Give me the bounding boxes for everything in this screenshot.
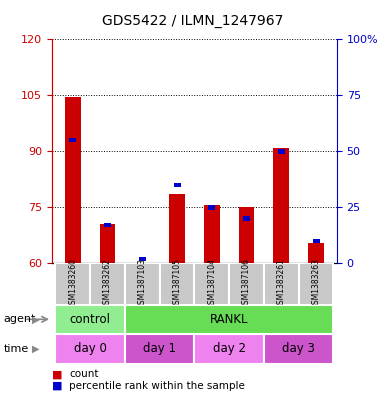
Bar	[194, 263, 229, 305]
Text: GSM1387106: GSM1387106	[242, 259, 251, 309]
Bar	[174, 183, 181, 187]
Bar	[125, 305, 333, 334]
Bar	[139, 257, 146, 261]
Text: RANKL: RANKL	[210, 313, 248, 326]
Bar	[125, 334, 194, 364]
Text: ▶: ▶	[32, 314, 39, 324]
Bar	[308, 243, 324, 263]
Bar	[264, 263, 299, 305]
Text: ■: ■	[52, 369, 62, 379]
Text: GSM1383260: GSM1383260	[68, 259, 77, 309]
Bar	[313, 239, 320, 243]
Text: GSM1383262: GSM1383262	[103, 259, 112, 309]
Bar	[169, 194, 185, 263]
Bar	[125, 263, 160, 305]
Bar	[273, 147, 289, 263]
Bar	[104, 223, 111, 228]
Bar	[55, 305, 125, 334]
Bar	[194, 334, 264, 364]
Bar	[160, 263, 194, 305]
Text: day 2: day 2	[213, 342, 246, 355]
Text: agent: agent	[4, 314, 36, 324]
Bar	[278, 149, 285, 154]
Bar	[299, 263, 333, 305]
Text: GSM1387104: GSM1387104	[207, 259, 216, 309]
Bar	[55, 263, 90, 305]
Text: time: time	[4, 344, 29, 354]
Bar	[264, 334, 333, 364]
Bar	[65, 97, 80, 263]
Text: ▶: ▶	[32, 344, 39, 354]
Text: count: count	[69, 369, 99, 379]
Text: GSM1383261: GSM1383261	[277, 259, 286, 309]
Bar	[204, 206, 219, 263]
Text: GSM1387103: GSM1387103	[138, 259, 147, 309]
Bar	[69, 138, 76, 142]
Text: control: control	[70, 313, 111, 326]
Bar	[243, 216, 250, 221]
Bar	[229, 263, 264, 305]
Bar	[100, 224, 116, 263]
Text: percentile rank within the sample: percentile rank within the sample	[69, 381, 245, 391]
Bar	[55, 334, 125, 364]
Bar	[90, 263, 125, 305]
Bar	[208, 205, 215, 209]
Text: day 0: day 0	[74, 342, 107, 355]
Text: ■: ■	[52, 381, 62, 391]
Bar	[239, 208, 254, 263]
Text: GSM1387105: GSM1387105	[172, 259, 182, 309]
Text: day 1: day 1	[143, 342, 176, 355]
Text: GSM1383263: GSM1383263	[311, 259, 321, 309]
Text: GDS5422 / ILMN_1247967: GDS5422 / ILMN_1247967	[102, 14, 283, 28]
Text: day 3: day 3	[282, 342, 315, 355]
